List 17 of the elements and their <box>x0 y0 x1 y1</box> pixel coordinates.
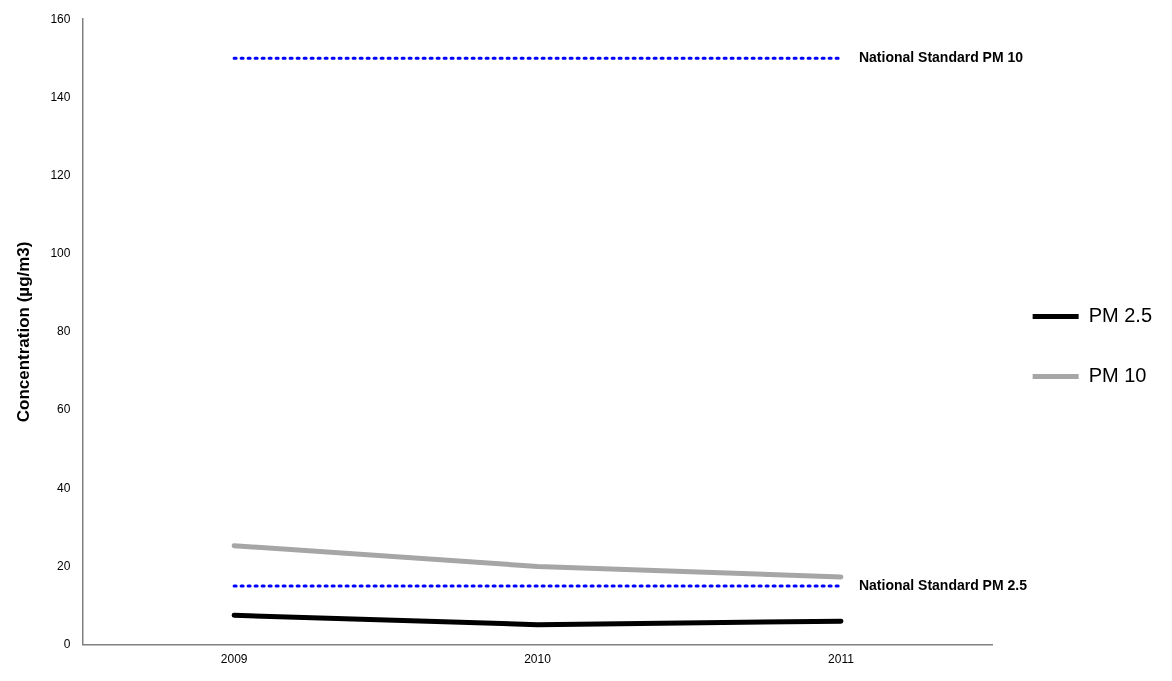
y-tick-label: 120 <box>50 167 71 182</box>
ref-line-label: National Standard PM 2.5 <box>858 576 1028 593</box>
y-tick-label: 140 <box>50 89 71 104</box>
y-tick-label: 20 <box>57 558 71 573</box>
y-tick-label: 100 <box>50 246 71 261</box>
y-axis-title: Concentration (µg/m3) <box>13 241 33 423</box>
y-tick-label: 160 <box>50 11 71 26</box>
x-tick-label: 2010 <box>524 652 552 667</box>
y-tick-label: 80 <box>57 324 71 339</box>
legend-label: PM 10 <box>1088 364 1147 387</box>
ref-line-label: National Standard PM 10 <box>858 49 1024 66</box>
y-tick-label: 0 <box>63 636 71 651</box>
y-tick-label: 40 <box>57 480 71 495</box>
y-tick-label: 60 <box>57 402 71 417</box>
x-tick-label: 2011 <box>828 652 855 667</box>
legend-label: PM 2.5 <box>1088 304 1152 327</box>
x-tick-label: 2009 <box>220 652 248 667</box>
